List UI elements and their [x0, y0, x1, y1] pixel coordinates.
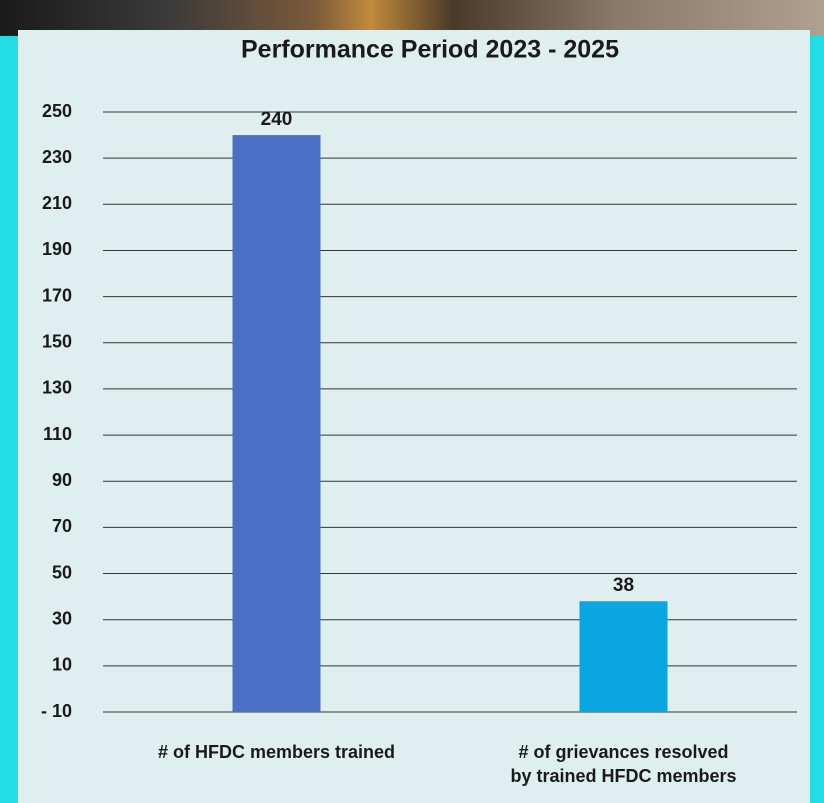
bar: [579, 601, 668, 712]
y-tick-label: 30: [52, 608, 72, 628]
y-tick-label: 90: [52, 470, 72, 490]
chart-panel: [18, 30, 810, 803]
y-tick-label: 50: [52, 562, 72, 582]
y-tick-label: 230: [42, 147, 72, 167]
y-tick-label: - 10: [41, 701, 72, 721]
x-tick-label: # of grievances resolved by trained HFDC…: [510, 742, 737, 786]
y-tick-label: 190: [42, 239, 72, 259]
y-tick-label: 210: [42, 193, 72, 213]
bar: [232, 135, 321, 713]
value-label: 38: [613, 575, 634, 596]
y-tick-label: 150: [42, 332, 72, 352]
value-label: 240: [261, 109, 293, 130]
y-tick-label: 70: [52, 516, 72, 536]
y-tick-label: 130: [42, 378, 72, 398]
y-tick-label: 110: [43, 424, 72, 444]
x-tick-label: # of HFDC members trained: [157, 742, 396, 762]
y-tick-label: 250: [42, 101, 72, 121]
chart-title: Performance Period 2023 - 2025: [241, 36, 619, 64]
y-tick-label: 170: [42, 285, 72, 305]
y-tick-label: 10: [52, 655, 72, 675]
